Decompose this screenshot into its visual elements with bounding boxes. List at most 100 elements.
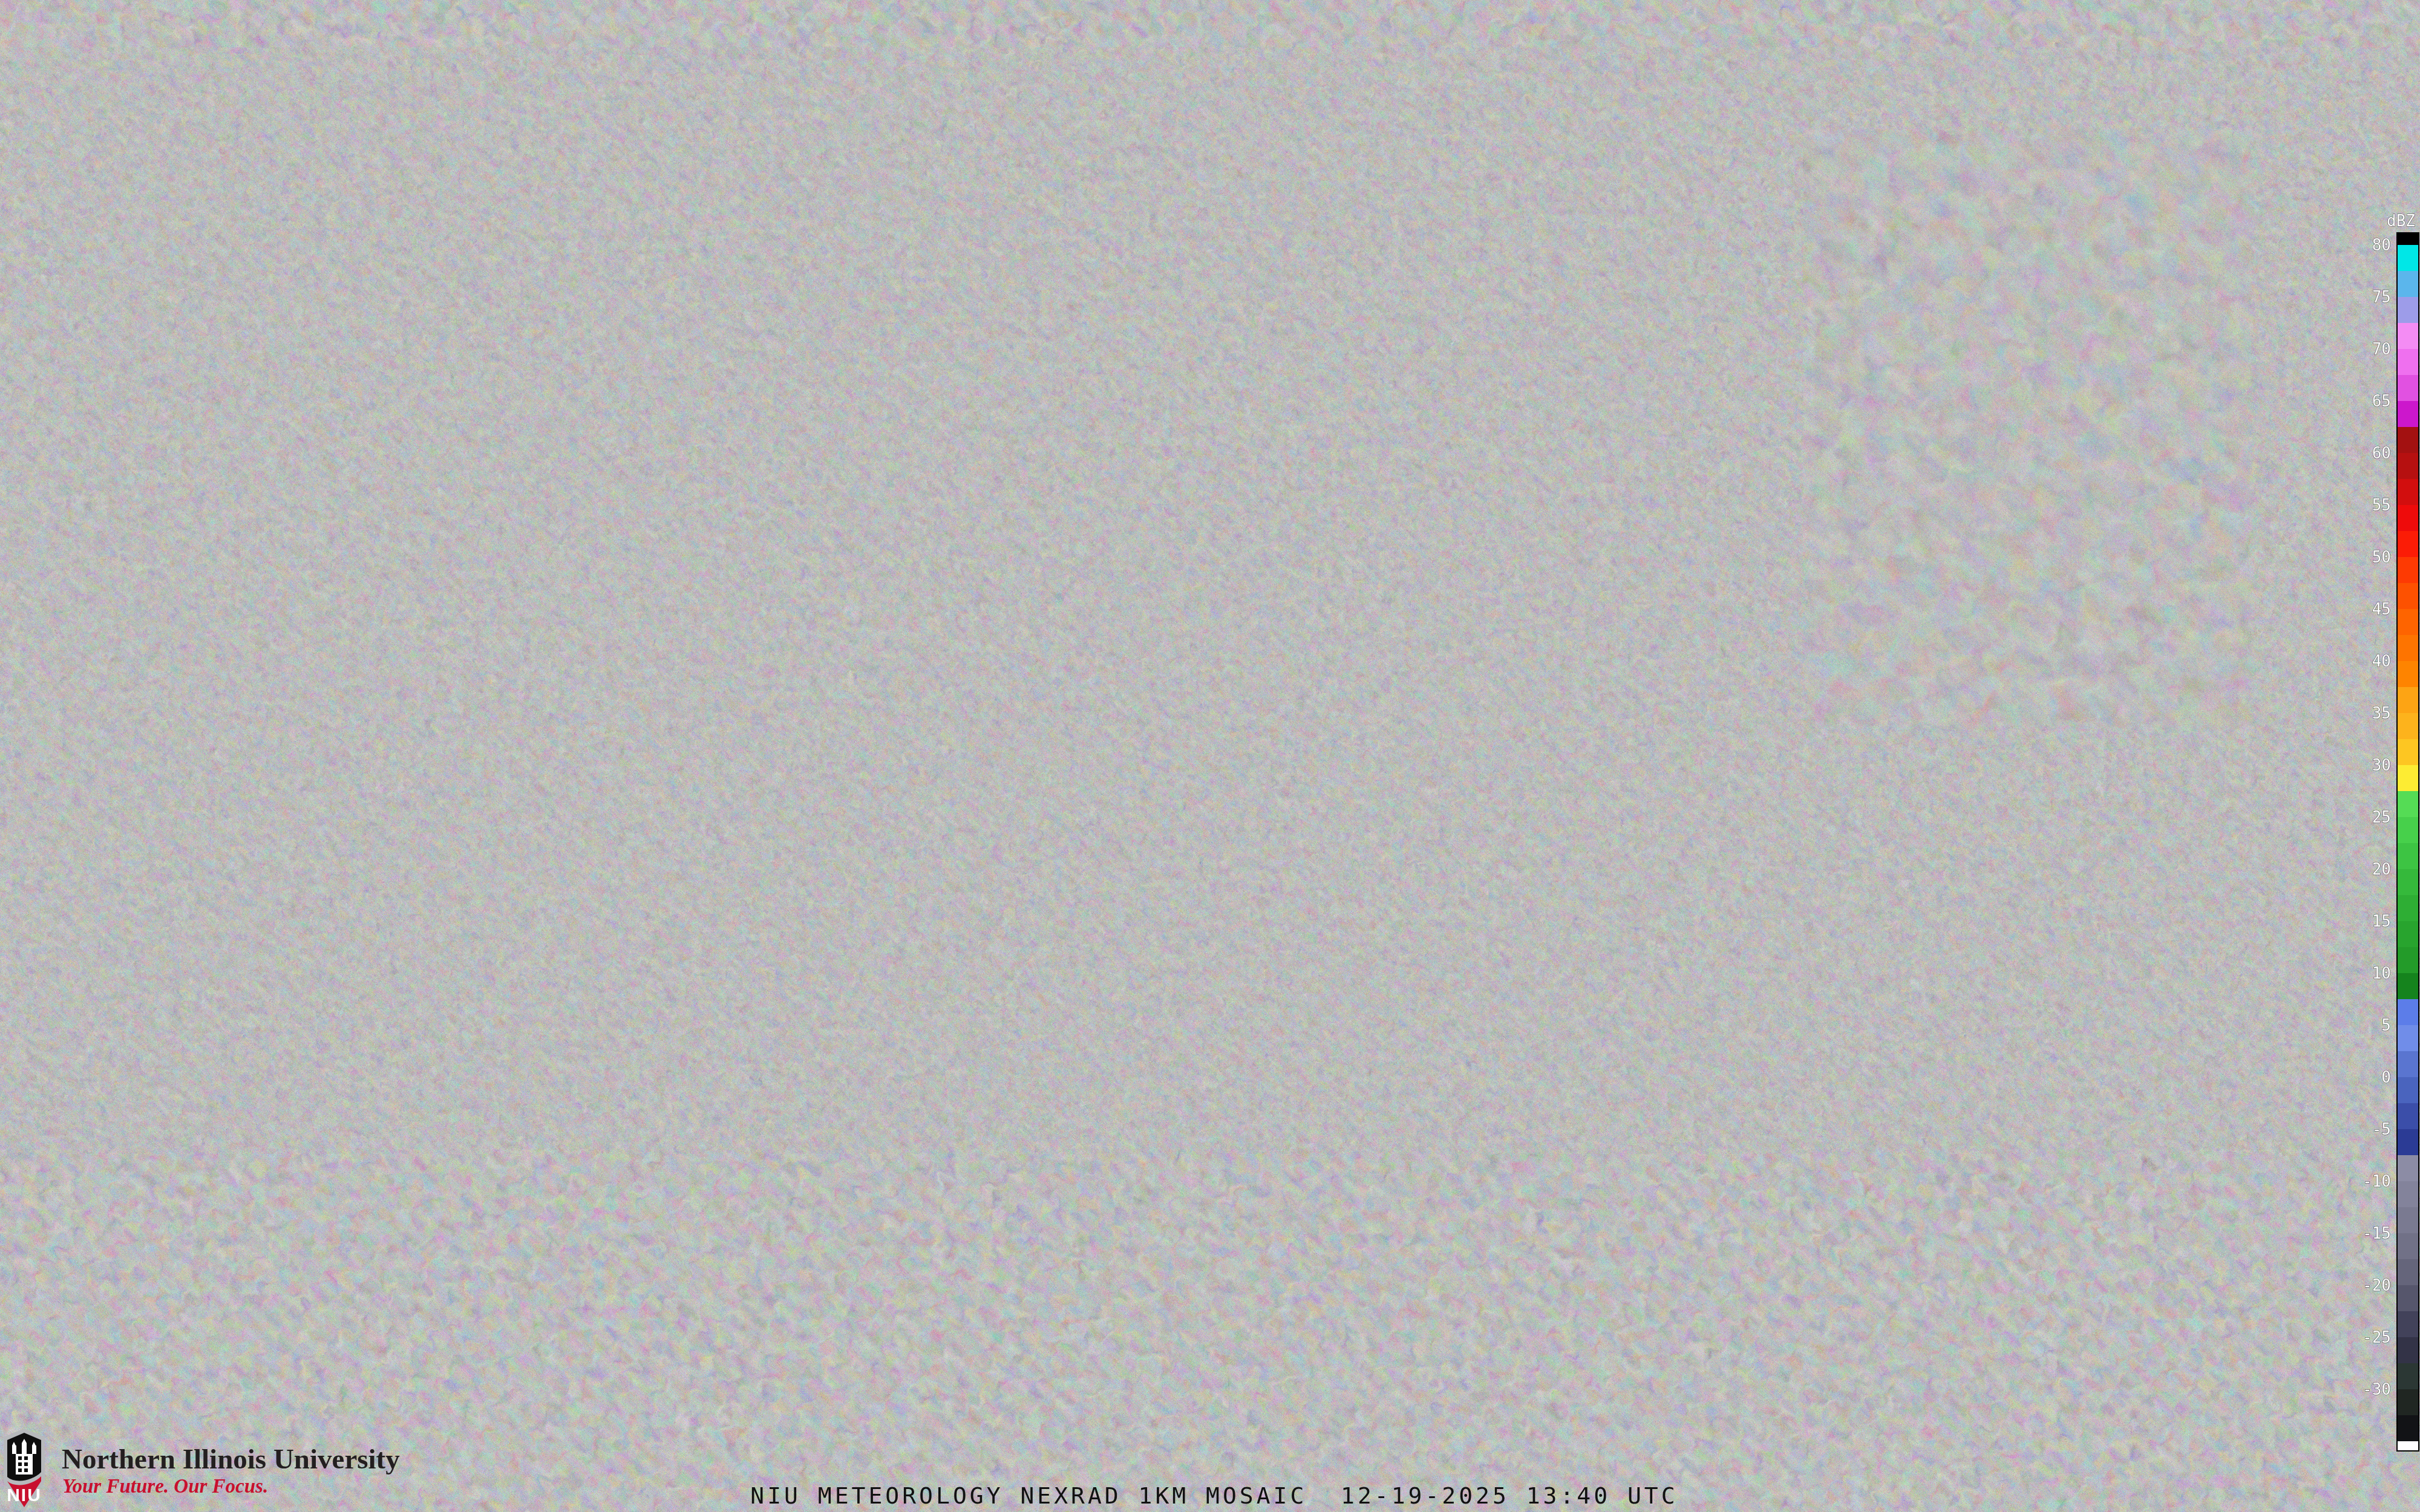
radar-blob <box>2188 389 2217 409</box>
clutter-ring <box>1583 497 1612 526</box>
clutter-ring <box>1385 260 1410 285</box>
clutter-ring <box>373 1195 402 1224</box>
clutter-site <box>1307 1188 1367 1249</box>
clutter-ring <box>1621 1101 1670 1149</box>
clutter-site <box>763 1183 804 1224</box>
radar-blob <box>57 599 88 623</box>
colorbar-segment <box>2397 1363 2419 1389</box>
clutter-site <box>1063 1350 1097 1384</box>
radar-blob <box>950 374 974 406</box>
clutter-ring <box>1330 367 1388 425</box>
colorbar-tick-label: 40 <box>2372 652 2391 670</box>
radar-blob <box>1798 292 1856 337</box>
clutter-ring <box>1644 790 1698 843</box>
colorbar-segment <box>2397 921 2419 947</box>
colorbar-segment <box>2397 1337 2419 1363</box>
colorbar-segment <box>2397 869 2419 895</box>
clutter-ring <box>516 297 546 327</box>
radar-blob <box>1588 960 1631 999</box>
colorbar-tick-label: 0 <box>2381 1068 2391 1086</box>
clutter-ring <box>763 1183 804 1224</box>
radar-blob <box>73 554 109 583</box>
clutter-site <box>1315 559 1347 590</box>
colorbar-tick-label: 30 <box>2372 756 2391 774</box>
clutter-site <box>276 246 322 292</box>
clutter-ring <box>1855 1089 1908 1142</box>
radar-blob <box>1652 426 1688 493</box>
colorbar-segment <box>2397 375 2419 401</box>
clutter-site <box>373 1195 402 1224</box>
radar-blob <box>2038 612 2049 646</box>
niu-monogram: NIU <box>7 1485 42 1505</box>
colorbar-segment <box>2397 349 2419 375</box>
clutter-ring <box>976 898 1020 941</box>
radar-blob <box>2176 570 2205 591</box>
colorbar-segment <box>2397 1285 2419 1311</box>
colorbar-segment <box>2397 1441 2419 1451</box>
radar-blob <box>143 426 172 445</box>
colorbar-segment <box>2397 765 2419 791</box>
colorbar-tick-label: -30 <box>2363 1380 2391 1398</box>
radar-blob <box>427 270 469 299</box>
radar-blob <box>1295 1243 1343 1285</box>
radar-blob <box>2073 529 2114 560</box>
radar-blob <box>2041 529 2061 560</box>
radar-blob <box>140 666 174 688</box>
clutter-ring <box>1467 699 1503 735</box>
clutter-site <box>1132 624 1173 665</box>
clutter-ring <box>1918 1057 1969 1108</box>
radar-blob <box>1667 410 1685 437</box>
radar-blob <box>80 206 114 230</box>
colorbar-segment <box>2397 817 2419 843</box>
clutter-ring <box>276 246 322 292</box>
clutter-site <box>390 974 445 1028</box>
colorbar-segment <box>2397 895 2419 921</box>
radar-blob <box>2211 35 2266 74</box>
radar-blob <box>947 526 1013 569</box>
radar-blob <box>934 321 960 357</box>
radar-blob <box>1051 1101 1059 1106</box>
clutter-site <box>698 798 730 829</box>
radar-blob <box>1385 1012 1410 1044</box>
radar-blob <box>1054 165 1100 198</box>
radar-blob <box>1434 1115 1458 1147</box>
clutter-site <box>1162 998 1210 1046</box>
colorbar-segment <box>2397 1181 2419 1207</box>
clutter-ring <box>1395 614 1436 656</box>
clutter-site <box>1243 396 1286 439</box>
colorbar-segment <box>2397 1025 2419 1051</box>
radar-blob <box>124 145 160 169</box>
clutter-ring <box>396 1034 427 1065</box>
clutter-ring <box>645 1059 674 1088</box>
clutter-ring <box>1470 302 1506 339</box>
clutter-ring <box>1188 897 1221 930</box>
clutter-ring <box>580 529 612 560</box>
radar-blob <box>703 850 725 867</box>
clutter-ring <box>1039 921 1090 972</box>
clutter-ring <box>1162 998 1210 1046</box>
colorbar-segment <box>2397 1311 2419 1337</box>
radar-blob <box>1093 201 1139 235</box>
radar-blob <box>145 304 176 325</box>
radar-blob <box>105 691 137 712</box>
radar-blob <box>155 104 189 126</box>
radar-blob <box>2188 218 2229 242</box>
clutter-site <box>1804 703 1862 761</box>
clutter-site <box>1260 809 1323 872</box>
radar-blob <box>1471 1148 1493 1175</box>
clutter-site <box>1644 790 1698 843</box>
radar-blob <box>2241 756 2284 804</box>
clutter-ring <box>2281 119 2310 148</box>
clutter-site <box>2075 702 2111 738</box>
clutter-ring <box>1364 786 1407 829</box>
clutter-site <box>1567 780 1615 829</box>
clutter-site <box>1915 705 1969 758</box>
colorbar-segment <box>2397 245 2419 271</box>
clutter-ring <box>401 985 434 1017</box>
colorbar-segment <box>2397 713 2419 739</box>
radar-blob <box>2332 110 2363 132</box>
clutter-ring <box>1915 705 1969 758</box>
colorbar-unit-label: dBZ <box>2387 212 2415 230</box>
colorbar-tick-label: 15 <box>2372 912 2391 930</box>
clutter-site <box>171 887 229 945</box>
